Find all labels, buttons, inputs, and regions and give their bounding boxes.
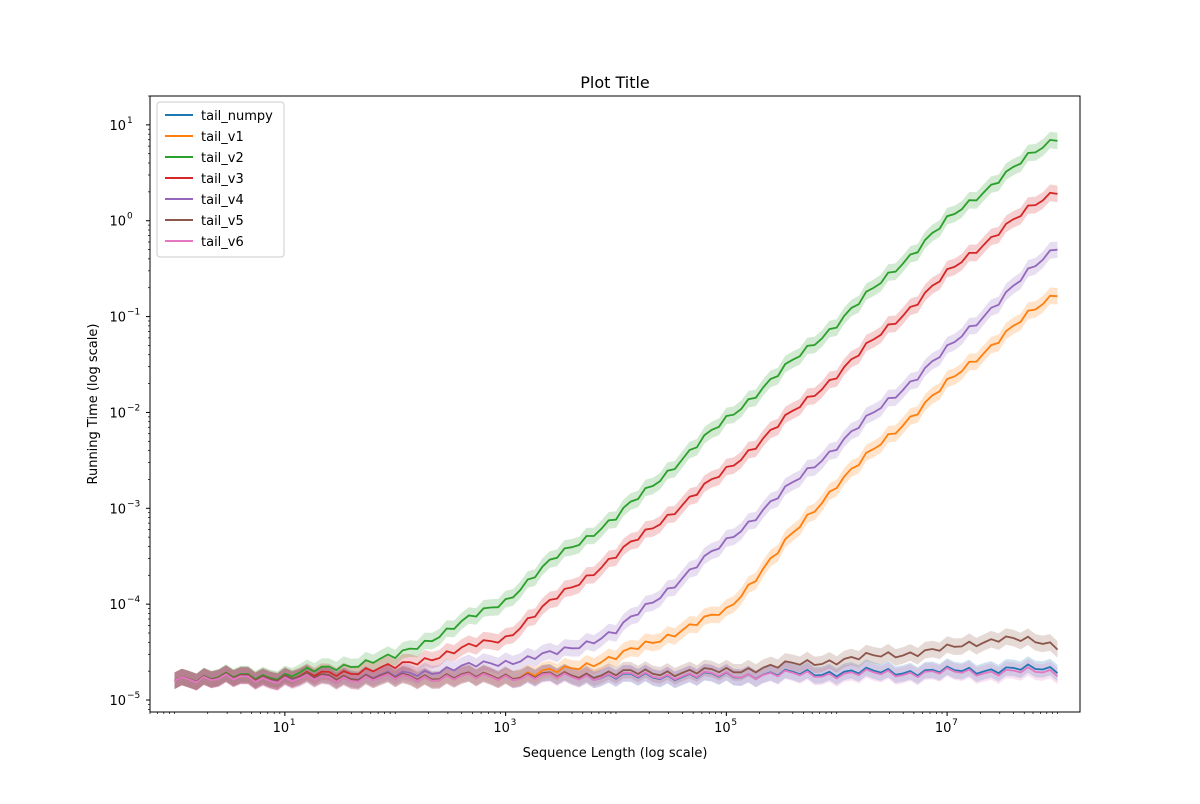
y-tick-exponent: −2 xyxy=(127,403,140,413)
x-tick-label: 10 xyxy=(714,721,731,736)
x-tick-exponent: 3 xyxy=(511,718,517,728)
x-tick-exponent: 5 xyxy=(731,718,737,728)
y-tick-exponent: −1 xyxy=(127,308,140,318)
y-tick-exponent: −3 xyxy=(127,499,140,509)
x-tick-exponent: 1 xyxy=(290,718,296,728)
x-tick-label: 10 xyxy=(273,721,290,736)
y-tick-label: 10 xyxy=(109,502,126,517)
x-tick-exponent: 7 xyxy=(952,718,958,728)
y-tick-label: 10 xyxy=(109,311,126,326)
legend: tail_numpy tail_v1 tail_v2 tail_v3 tail_v4ta… xyxy=(157,102,284,257)
y-tick-label: 10 xyxy=(109,598,126,613)
legend-entry: tail_v1 xyxy=(201,130,244,145)
x-tick-label: 10 xyxy=(935,721,952,736)
y-tick-exponent: 1 xyxy=(127,116,133,126)
chart-title: Plot Title xyxy=(580,73,650,92)
legend-entry: tail_v2 xyxy=(201,151,244,166)
y-tick-label: 10 xyxy=(109,215,126,230)
y-tick-exponent: −4 xyxy=(127,595,141,605)
legend-entry: tail_v4 xyxy=(201,193,244,208)
legend-entry: tail_v6 xyxy=(201,235,244,250)
y-tick-exponent: 0 xyxy=(127,212,133,222)
y-tick-label: 10 xyxy=(109,406,126,421)
y-tick-exponent: −5 xyxy=(127,691,140,701)
legend-entry: tail_numpy xyxy=(201,109,273,124)
x-axis-label: Sequence Length (log scale) xyxy=(523,746,708,761)
legend-entry: tail_v5 xyxy=(201,214,244,229)
x-tick-label: 10 xyxy=(493,721,510,736)
y-tick-label: 10 xyxy=(109,119,126,134)
y-axis-label: Running Time (log scale) xyxy=(86,324,101,485)
legend-entry: tail_v3 xyxy=(201,172,244,187)
y-tick-label: 10 xyxy=(109,694,126,709)
